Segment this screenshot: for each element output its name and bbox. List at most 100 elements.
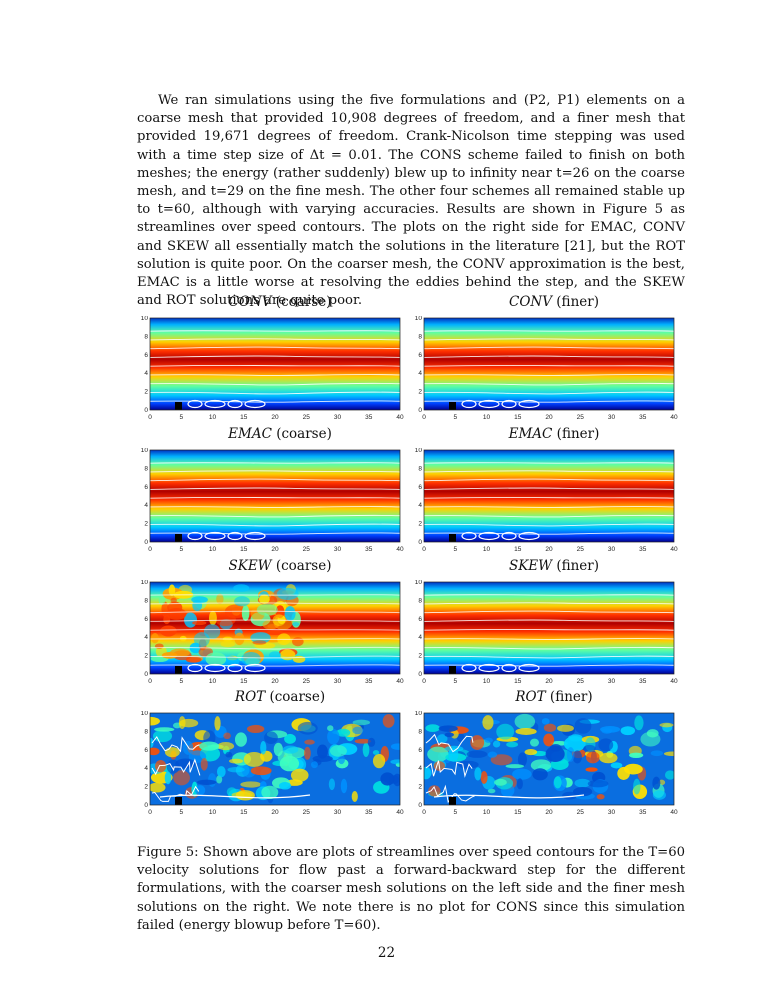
panel-title: EMAC (coarse) (150, 426, 410, 442)
speed-blob (448, 747, 459, 762)
streamline (424, 506, 674, 508)
eddy-streamline (187, 663, 203, 673)
speed-blob (372, 753, 386, 769)
panel-mesh: (finer) (552, 294, 599, 310)
eddy-streamline (204, 399, 226, 409)
y-tick-label: 4 (418, 502, 422, 509)
contour-svg: 0 5 10 15 20 25 30 35 40 0 2 4 6 8 10 (415, 580, 678, 685)
panel-mesh: (finer) (552, 558, 600, 574)
speed-blob (652, 790, 666, 800)
speed-blob (217, 742, 235, 751)
speed-blob (169, 648, 190, 657)
y-tick-label: 8 (144, 465, 148, 472)
eddy-streamline (227, 531, 243, 541)
streamline (150, 610, 400, 614)
eddy-streamline (461, 531, 477, 541)
speed-blob (216, 593, 224, 605)
speed-blob (168, 584, 176, 597)
panel-title: ROT (coarse) (150, 689, 410, 705)
speed-blob (620, 726, 636, 736)
speed-blob (380, 772, 395, 786)
speed-blob (188, 750, 207, 763)
streamline (150, 619, 400, 622)
x-tick-label: 20 (545, 678, 553, 685)
speed-blob (241, 651, 261, 666)
speed-blob (150, 747, 160, 756)
speed-field (424, 318, 674, 410)
step-obstacle (449, 666, 456, 674)
step-obstacle (449, 797, 456, 805)
speed-blob (659, 722, 674, 728)
streamline (424, 602, 674, 605)
y-tick-label: 10 (415, 448, 423, 454)
eddy-streamline (204, 531, 226, 541)
speed-blob (663, 751, 674, 757)
speed-blob (182, 740, 194, 755)
speed-blob (303, 746, 311, 760)
speed-blob (165, 747, 180, 758)
streamline (425, 733, 474, 753)
panel-mesh: (coarse) (271, 294, 332, 310)
streamline (424, 382, 674, 386)
speed-blob (258, 594, 270, 605)
speed-blob (240, 781, 262, 788)
y-tick-label: 6 (418, 352, 422, 359)
x-tick-label: 0 (422, 678, 426, 685)
speed-blob (203, 624, 221, 640)
x-tick-label: 30 (608, 414, 616, 421)
speed-blob (351, 790, 358, 803)
y-tick-label: 2 (144, 389, 148, 396)
streamline (424, 478, 674, 482)
y-tick-label: 4 (418, 634, 422, 641)
speed-blob (284, 733, 296, 744)
speed-blob (252, 640, 267, 645)
y-tick-label: 2 (418, 784, 422, 791)
eddy-streamline (244, 399, 266, 409)
speed-blob (152, 729, 173, 743)
speed-blob (514, 713, 536, 730)
panel-mesh: (finer) (552, 426, 600, 442)
speed-blob (228, 758, 244, 764)
speed-contour-plot: 0 5 10 15 20 25 30 35 40 0 2 4 6 8 10 (138, 316, 410, 426)
streamline (424, 619, 674, 622)
step-obstacle (449, 402, 456, 410)
streamline (425, 784, 475, 804)
streamline (424, 514, 674, 518)
x-tick-label: 15 (514, 678, 522, 685)
plot-frame (423, 449, 675, 543)
speed-blob (585, 751, 600, 764)
streamline (150, 496, 400, 499)
y-tick-label: 10 (141, 711, 149, 717)
speed-blob (482, 715, 494, 730)
speed-blob (223, 732, 231, 740)
eddy-streamline (461, 663, 477, 673)
y-tick-label: 0 (418, 407, 422, 414)
speed-blob (543, 733, 555, 747)
x-tick-label: 5 (453, 678, 457, 685)
streamline (150, 506, 400, 508)
page-number: 22 (377, 945, 396, 961)
speed-blob (512, 768, 532, 780)
speed-blob (505, 764, 525, 769)
y-tick-label: 4 (418, 765, 422, 772)
contour-svg: 0 5 10 15 20 25 30 35 40 0 2 4 6 8 10 (141, 316, 404, 421)
speed-blob (340, 778, 348, 794)
x-tick-label: 15 (240, 809, 248, 816)
speed-contour-plot: 0 5 10 15 20 25 30 35 40 0 2 4 6 8 10 (138, 580, 410, 690)
speed-blob (205, 652, 227, 666)
body-paragraph: We ran simulations using the five formul… (137, 93, 685, 309)
eddy-streamline (478, 663, 500, 673)
x-tick-label: 0 (148, 546, 152, 553)
x-tick-label: 15 (514, 546, 522, 553)
x-tick-label: 35 (639, 678, 647, 685)
speed-blob (208, 610, 217, 626)
y-tick-label: 0 (144, 539, 148, 546)
speed-blob (246, 724, 265, 734)
y-tick-label: 6 (144, 352, 148, 359)
x-tick-label: 20 (271, 546, 279, 553)
x-tick-label: 25 (577, 678, 585, 685)
speed-blob (587, 779, 609, 788)
x-tick-label: 0 (148, 809, 152, 816)
speed-blob (532, 768, 548, 781)
step-obstacle (175, 666, 182, 674)
